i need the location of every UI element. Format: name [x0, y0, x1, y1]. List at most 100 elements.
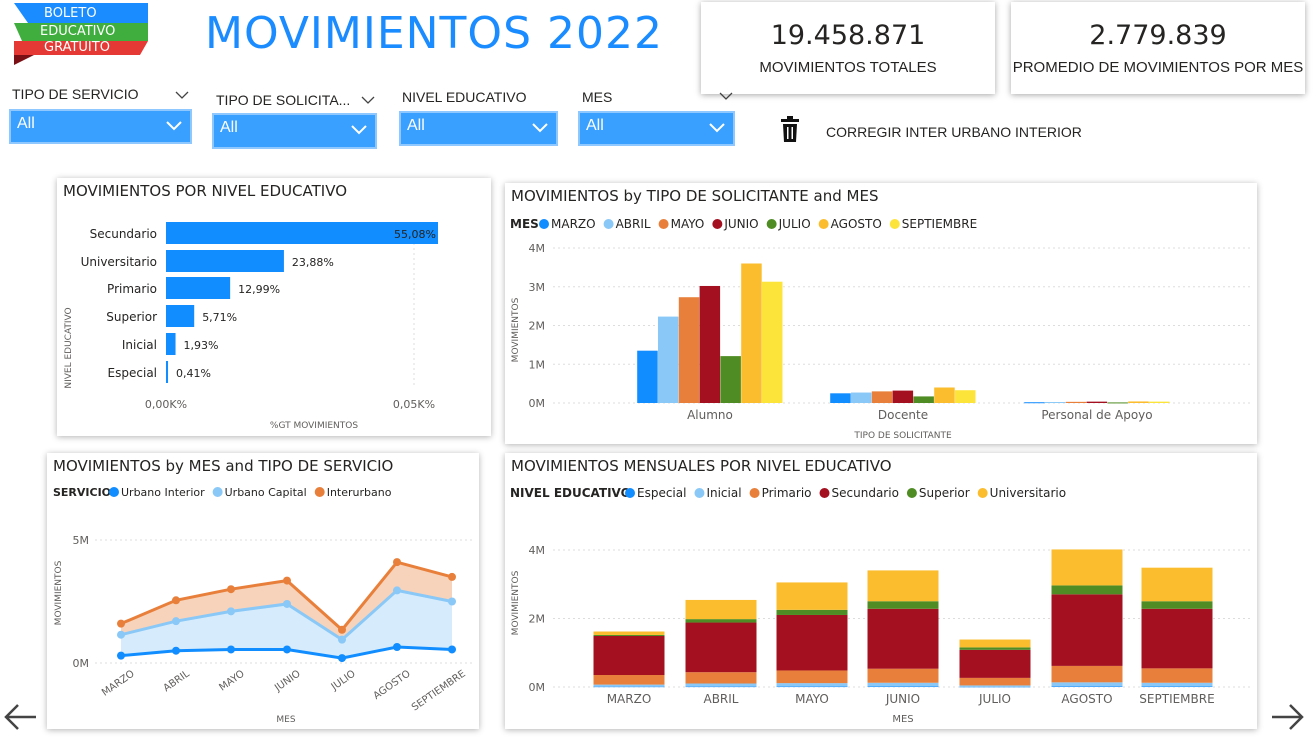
data-point — [393, 643, 401, 652]
legend-title: NIVEL EDUCATIVO — [510, 486, 631, 500]
legend-marker — [109, 487, 119, 497]
x-tick-label: MARZO — [607, 692, 652, 706]
chart-mensual-nivel: NIVEL EDUCATIVO MOVIMIENTOS MES Especial… — [510, 486, 1250, 725]
data-point — [338, 654, 346, 663]
bar-segment — [1051, 665, 1123, 683]
svg-text:EDUCATIVO: EDUCATIVO — [40, 24, 115, 39]
filter-label-tipo-servicio: TIPO DE SERVICIO — [12, 86, 139, 102]
bar-segment — [685, 683, 757, 687]
data-point — [448, 597, 456, 606]
x-tick-label: SEPTIEMBRE — [410, 668, 468, 713]
legend-item: Superior — [919, 486, 970, 500]
data-point — [172, 646, 180, 655]
chevron-down-icon[interactable] — [175, 88, 189, 102]
legend-item: Urbano Interior — [121, 486, 205, 499]
bar-segment — [959, 677, 1031, 686]
data-point — [172, 596, 180, 605]
bar-segment — [1051, 594, 1123, 666]
chevron-down-icon — [166, 121, 182, 131]
bar — [851, 392, 872, 403]
filter-mes-dropdown[interactable]: All — [578, 111, 735, 146]
arrow-left-icon[interactable] — [2, 702, 38, 732]
legend-marker — [818, 219, 829, 229]
bar — [913, 396, 934, 403]
y-tick-label: 4M — [529, 242, 546, 255]
bar-segment — [685, 599, 757, 620]
legend-item: Universitario — [990, 486, 1066, 500]
x-tick-label: Docente — [878, 408, 928, 422]
x-axis-label: TIPO DE SOLICITANTE — [853, 431, 952, 441]
legend-item: SEPTIEMBRE — [902, 217, 977, 231]
data-point — [338, 625, 346, 634]
x-tick-label: JUNIO — [272, 668, 303, 694]
x-tick-label: MAYO — [217, 668, 246, 693]
data-point — [448, 645, 456, 654]
filter-tipo-servicio-dropdown[interactable]: All — [9, 109, 192, 144]
x-tick-label: Alumno — [687, 408, 733, 422]
legend-title: MES — [510, 217, 539, 231]
y-axis-label: MOVIMIENTOS — [511, 570, 521, 635]
bar — [1065, 401, 1087, 403]
chevron-down-icon — [532, 123, 548, 133]
x-tick-label: 0,05K% — [393, 398, 435, 411]
chevron-down-icon[interactable] — [361, 93, 375, 107]
trash-icon[interactable] — [780, 116, 800, 142]
bar-segment — [867, 682, 939, 687]
x-axis-label: %GT MOVIMIENTOS — [270, 421, 358, 431]
bar-segment — [959, 686, 1031, 688]
series-area — [121, 590, 452, 659]
bar — [720, 356, 741, 403]
chart-title: MOVIMIENTOS by TIPO DE SOLICITANTE and M… — [511, 187, 879, 205]
filter-tipo-solicitante-dropdown[interactable]: All — [212, 113, 377, 149]
kpi-average-value: 2.779.839 — [1089, 20, 1227, 51]
chevron-down-icon[interactable] — [719, 89, 733, 103]
y-tick-label: Especial — [108, 366, 157, 380]
bar-segment — [593, 635, 665, 676]
legend-marker — [694, 488, 705, 498]
x-tick-label: SEPTIEMBRE — [1139, 692, 1214, 706]
bar — [892, 390, 914, 403]
bar-segment — [776, 686, 848, 688]
x-tick-label: ABRIL — [703, 692, 738, 706]
bar — [1086, 401, 1108, 403]
bar-segment — [593, 634, 665, 636]
data-label: 23,88% — [292, 256, 334, 269]
bar — [658, 316, 679, 403]
legend-item: Especial — [637, 486, 686, 500]
legend-marker — [539, 219, 549, 229]
corregir-action-label[interactable]: CORREGIR INTER URBANO INTERIOR — [826, 124, 1082, 140]
legend-item: MARZO — [551, 217, 596, 231]
x-axis-label: MES — [276, 715, 295, 725]
legend-marker — [819, 488, 830, 498]
bar-segment — [776, 683, 848, 687]
chart-title: MOVIMIENTOS MENSUALES POR NIVEL EDUCATIV… — [511, 457, 892, 475]
y-tick-label: 5M — [73, 534, 90, 547]
x-tick-label: JULIO — [329, 668, 358, 693]
y-tick-label: 3M — [529, 281, 546, 294]
bar — [871, 391, 893, 403]
data-point — [117, 651, 125, 660]
bar-segment — [1141, 608, 1213, 669]
y-tick-label: 2M — [529, 320, 546, 333]
legend-marker — [658, 219, 669, 229]
chart-title: MOVIMIENTOS by MES and TIPO DE SERVICIO — [53, 457, 394, 475]
legend-marker — [314, 487, 325, 497]
bar-segment — [685, 686, 757, 688]
y-tick-label: 2M — [529, 613, 546, 626]
chart-mensual-nivel-card: MOVIMIENTOS MENSUALES POR NIVEL EDUCATIV… — [505, 453, 1257, 729]
legend-marker — [977, 488, 988, 498]
filter-nivel-educativo-dropdown[interactable]: All — [399, 111, 558, 146]
x-tick-label: 0,00K% — [145, 398, 187, 411]
data-point — [393, 558, 401, 567]
x-tick-label: MARZO — [100, 668, 137, 698]
bar-segment — [1141, 686, 1213, 688]
legend-item: Secundario — [832, 486, 899, 500]
legend-marker — [889, 219, 900, 229]
bar-segment — [593, 631, 665, 635]
legend-marker — [625, 488, 635, 498]
bar-segment — [1051, 585, 1123, 595]
arrow-right-icon[interactable] — [1270, 702, 1306, 732]
data-point — [227, 645, 235, 654]
bar — [166, 333, 176, 355]
bar-segment — [959, 639, 1031, 648]
